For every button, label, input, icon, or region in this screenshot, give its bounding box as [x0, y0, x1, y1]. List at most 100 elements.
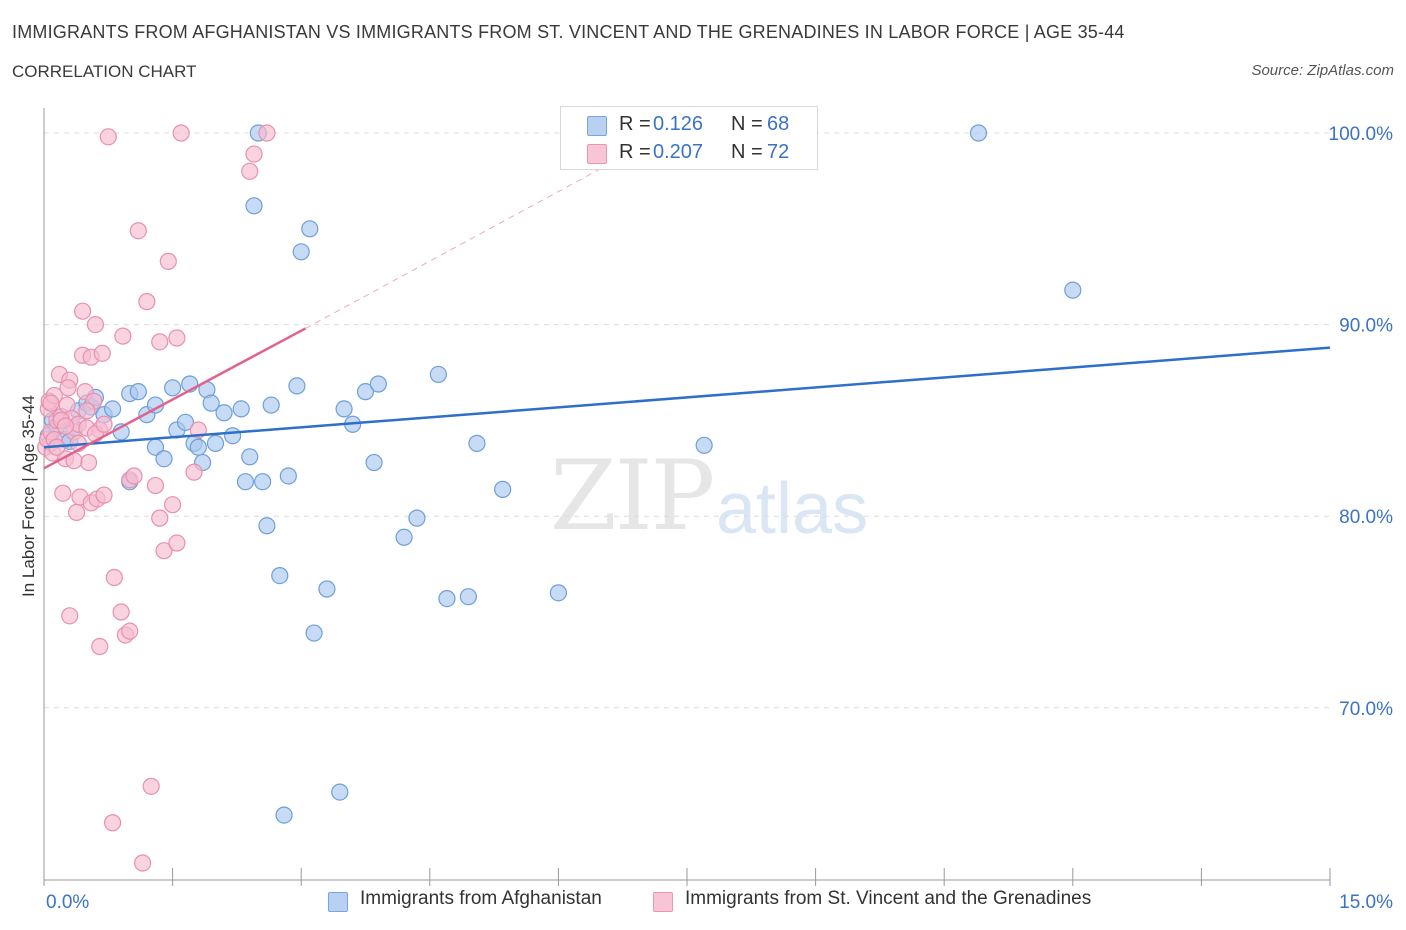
- afghanistan-point: [395, 528, 413, 546]
- st-vincent-point: [168, 329, 186, 347]
- afghanistan-point: [408, 509, 426, 527]
- afghanistan-point: [468, 434, 486, 452]
- st-vincent-point: [245, 145, 263, 163]
- afghanistan-point: [258, 517, 276, 535]
- afghanistan-point: [301, 220, 319, 238]
- st-vincent-point: [159, 252, 177, 270]
- bottom-legend-afghanistan: Immigrants from Afghanistan: [360, 888, 602, 909]
- afghanistan-point: [335, 400, 353, 418]
- legend-n-label: N =: [731, 113, 763, 135]
- afghanistan-point: [262, 396, 280, 414]
- y-tick-label: 80.0%: [1339, 507, 1393, 528]
- st-vincent-point: [138, 293, 156, 311]
- legend-r-label: R =: [619, 141, 651, 163]
- afghanistan-point: [224, 427, 242, 445]
- afghanistan-point: [164, 379, 182, 397]
- bottom-legend-st-vincent: Immigrants from St. Vincent and the Gren…: [685, 888, 1092, 909]
- legend-n-value: 68: [767, 113, 790, 135]
- legend-n-label: N =: [731, 141, 763, 163]
- trend-line-afghanistan: [43, 346, 1331, 449]
- y-axis-label: In Labor Force | Age 35-44: [19, 395, 38, 597]
- st-vincent-point: [99, 128, 117, 146]
- st-vincent-point: [114, 327, 132, 345]
- st-vincent-point: [54, 484, 72, 502]
- st-vincent-point: [59, 379, 77, 397]
- st-vincent-point: [133, 854, 152, 872]
- afghanistan-point: [1064, 281, 1082, 299]
- afghanistan-point: [206, 434, 225, 452]
- afghanistan-point: [438, 589, 456, 608]
- trend-line-dashed: [305, 163, 611, 329]
- legend-n-value: 72: [767, 141, 790, 163]
- afghanistan-point: [275, 806, 293, 824]
- st-vincent-point: [86, 316, 105, 334]
- afghanistan-point: [271, 566, 289, 585]
- afghanistan-point: [365, 453, 383, 472]
- x-tick-label: 0.0%: [46, 892, 89, 913]
- blue-swatch: [587, 116, 607, 136]
- st-vincent-point: [78, 402, 96, 420]
- st-vincent-point: [56, 417, 75, 435]
- afghanistan-point: [103, 400, 122, 418]
- st-vincent-point: [95, 415, 113, 433]
- afghanistan-point: [695, 436, 713, 454]
- correlation-legend: R = 0.126 N = 68 R = 0.207 N = 72: [560, 106, 818, 170]
- x-tick-label: 15.0%: [1339, 892, 1393, 913]
- st-vincent-point: [241, 162, 259, 180]
- afghanistan-point: [459, 588, 477, 606]
- st-vincent-point: [185, 463, 203, 481]
- afghanistan-point: [969, 124, 988, 142]
- st-vincent-point: [91, 637, 109, 656]
- trend-line-st-vincent: [43, 327, 307, 470]
- afghanistan-point: [176, 413, 195, 431]
- legend-r-value: 0.207: [653, 141, 704, 163]
- watermark-zip: ZIP: [550, 440, 715, 552]
- afghanistan-point: [288, 377, 306, 395]
- st-vincent-point: [164, 496, 182, 514]
- chart-title: IMMIGRANTS FROM AFGHANISTAN VS IMMIGRANT…: [12, 22, 1125, 42]
- st-vincent-point: [258, 124, 276, 142]
- pink-swatch: [587, 144, 607, 164]
- st-vincent-point: [105, 568, 123, 587]
- afghanistan-point: [305, 624, 323, 642]
- st-vincent-point: [42, 394, 60, 412]
- st-vincent-point: [142, 777, 160, 795]
- st-vincent-point: [125, 467, 143, 485]
- st-vincent-point: [73, 302, 92, 320]
- st-vincent-point: [168, 534, 186, 552]
- afghanistan-point: [129, 383, 147, 401]
- bottom-legend-blue-swatch: [328, 892, 348, 912]
- afghanistan-point: [369, 375, 387, 393]
- afghanistan-point: [215, 404, 233, 422]
- afghanistan-point: [279, 467, 297, 485]
- afghanistan-point: [356, 383, 375, 401]
- st-vincent-point: [151, 509, 169, 527]
- afghanistan-point: [331, 783, 349, 801]
- bottom-legend-pink-swatch: [653, 892, 673, 912]
- afghanistan-point: [155, 450, 173, 468]
- legend-r-value: 0.126: [653, 113, 704, 135]
- afghanistan-point: [236, 473, 255, 491]
- chart-subtitle: CORRELATION CHART: [12, 62, 197, 81]
- st-vincent-point: [79, 453, 98, 472]
- afghanistan-point: [494, 480, 512, 498]
- y-tick-label: 100.0%: [1329, 124, 1394, 145]
- st-vincent-point: [129, 222, 147, 240]
- watermark-atlas: atlas: [716, 469, 869, 549]
- afghanistan-point: [429, 365, 447, 384]
- afghanistan-point: [232, 400, 250, 418]
- afghanistan-point: [549, 584, 568, 602]
- y-tick-label: 90.0%: [1339, 316, 1393, 337]
- afghanistan-point: [241, 448, 259, 466]
- afghanistan-point: [245, 197, 263, 215]
- source-label: Source: ZipAtlas.com: [1251, 62, 1394, 79]
- st-vincent-point: [103, 814, 122, 832]
- afghanistan-point: [189, 438, 207, 456]
- y-tick-label: 70.0%: [1339, 699, 1393, 720]
- legend-r-label: R =: [619, 113, 651, 135]
- afghanistan-point: [254, 473, 272, 491]
- afghanistan-point: [318, 580, 336, 598]
- st-vincent-point: [121, 622, 139, 640]
- st-vincent-point: [112, 603, 130, 621]
